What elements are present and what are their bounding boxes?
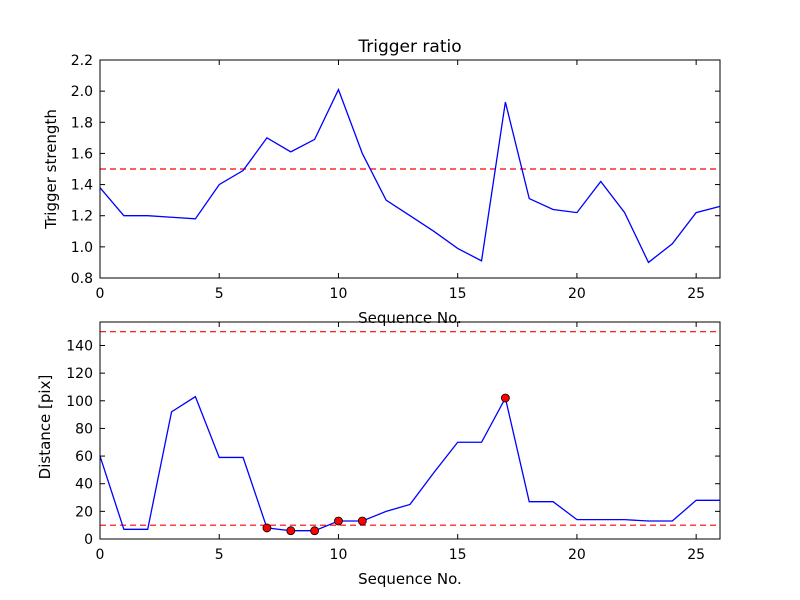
- data-point-marker: [334, 516, 343, 526]
- x-tick-label: 15: [449, 286, 467, 302]
- data-point-marker: [500, 393, 510, 403]
- y-tick-label: 20: [75, 504, 93, 520]
- y-tick-label: 0: [84, 532, 93, 548]
- chart-title: Trigger ratio: [357, 37, 461, 57]
- data-point-marker: [262, 523, 272, 533]
- x-tick-label: 5: [215, 286, 224, 302]
- y-tick-label: 1.2: [71, 209, 93, 225]
- y-tick-label: 1.4: [71, 178, 93, 194]
- plot-frame: [99, 321, 721, 540]
- x-tick-label: 5: [215, 547, 224, 563]
- x-tick-label: 25: [687, 286, 705, 302]
- x-tick-label: 10: [330, 286, 348, 302]
- x-tick-label: 0: [96, 547, 105, 563]
- x-axis-label: Sequence No.: [358, 570, 462, 588]
- y-tick-label: 120: [66, 366, 93, 382]
- x-tick-label: 0: [96, 286, 105, 302]
- data-point-marker: [357, 516, 367, 526]
- y-axis-label: Distance [pix]: [36, 375, 54, 480]
- x-tick-label: 15: [449, 547, 467, 563]
- y-tick-label: 2.0: [71, 84, 93, 100]
- x-axis-label: Sequence No.: [358, 309, 462, 327]
- y-axis-label: Trigger strength: [42, 109, 60, 230]
- y-tick-label: 140: [66, 338, 93, 354]
- plot-frame: [99, 59, 721, 279]
- y-tick-label: 80: [75, 421, 93, 437]
- y-tick-label: 1.8: [71, 115, 93, 131]
- y-tick-label: 1.0: [71, 240, 93, 256]
- series-line: [99, 87, 721, 264]
- y-tick-label: 1.6: [71, 146, 93, 162]
- data-point-marker: [310, 526, 320, 536]
- data-point-marker: [286, 526, 296, 536]
- series-line: [99, 395, 720, 532]
- x-tick-label: 10: [330, 547, 348, 563]
- distance-plot: Sequence No. Distance [pix] 0 5 10 15 20 25 0 2…: [36, 321, 721, 588]
- x-tick-label: 25: [687, 547, 705, 563]
- x-tick-label: 20: [568, 547, 586, 563]
- y-tick-label: 100: [66, 394, 93, 410]
- y-tick-label: 2.2: [71, 53, 93, 69]
- y-tick-label: 40: [75, 477, 93, 493]
- trigger-ratio-plot: Trigger ratio Sequence No. Trigger stren…: [42, 37, 721, 327]
- x-tick-label: 20: [568, 286, 586, 302]
- y-tick-label: 60: [75, 449, 93, 465]
- y-tick-label: 0.8: [71, 271, 93, 287]
